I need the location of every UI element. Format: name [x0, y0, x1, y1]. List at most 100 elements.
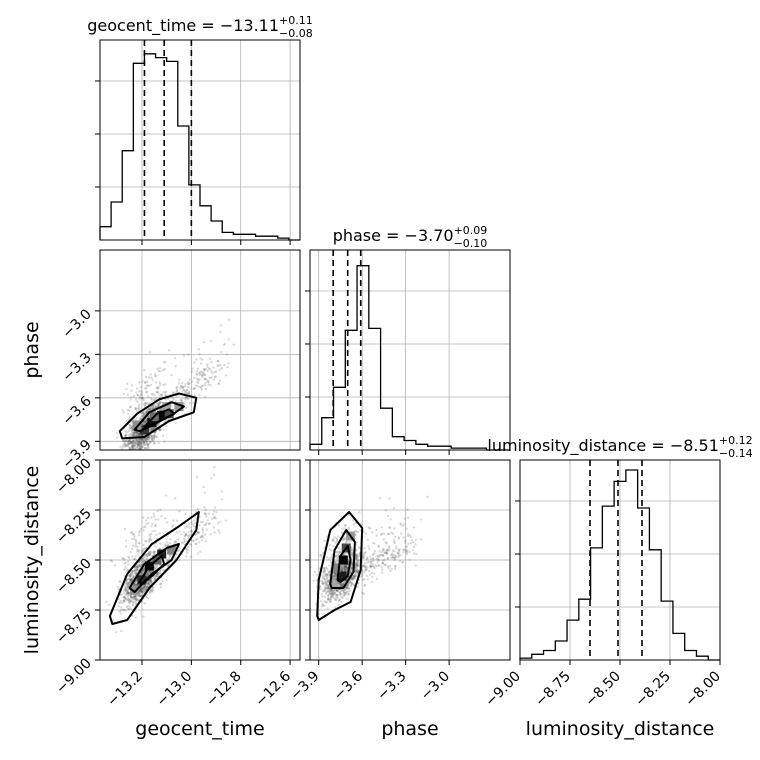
sample-point [356, 570, 359, 573]
sample-point [137, 594, 140, 597]
sample-point [402, 550, 405, 554]
sample-point [195, 358, 198, 361]
sample-point [133, 535, 136, 538]
sample-point [157, 403, 161, 407]
sample-point [161, 546, 165, 550]
sample-point [146, 409, 150, 413]
sample-point [323, 586, 327, 589]
sample-point [136, 409, 139, 413]
sample-point [149, 428, 153, 431]
sample-point [332, 539, 335, 543]
sample-point [134, 596, 137, 599]
sample-point [141, 438, 145, 442]
sample-point [162, 383, 165, 387]
sample-point [148, 582, 151, 585]
sample-point [320, 593, 323, 596]
sample-point [185, 533, 189, 537]
sample-point [128, 575, 131, 578]
sample-point [134, 558, 137, 561]
sample-point [116, 455, 118, 457]
density-cell [157, 549, 167, 559]
sample-point [141, 588, 144, 591]
sample-point [332, 575, 335, 578]
sample-point [145, 411, 148, 414]
sample-point [136, 564, 139, 568]
sample-point [132, 442, 135, 445]
sample-point [216, 364, 219, 367]
sample-point [219, 363, 222, 367]
sample-point [335, 589, 339, 592]
sample-point [133, 441, 137, 445]
sample-point [148, 591, 152, 595]
sample-point [344, 563, 347, 567]
sample-point [158, 428, 162, 432]
sample-point [175, 385, 179, 389]
sample-point [133, 569, 137, 573]
sample-point [126, 589, 129, 592]
sample-point [143, 413, 146, 416]
sample-point [148, 569, 151, 573]
sample-point [150, 376, 153, 380]
sample-point [130, 425, 133, 428]
sample-point [147, 395, 150, 398]
sample-point [203, 373, 206, 377]
sample-point [141, 586, 144, 589]
sample-point [326, 607, 329, 610]
sample-point [361, 568, 364, 572]
x-axis-label-phase: phase [381, 718, 438, 740]
sample-point [148, 408, 151, 411]
sample-point [366, 557, 369, 560]
sample-point [129, 442, 132, 445]
sample-point [334, 554, 337, 558]
sample-point [325, 576, 329, 579]
sample-point [197, 381, 200, 385]
sample-point [350, 584, 353, 588]
sample-point [166, 564, 169, 567]
sample-point [342, 566, 345, 570]
sample-point [188, 381, 191, 385]
sample-point [384, 552, 387, 555]
sample-point [129, 606, 132, 609]
sample-point [144, 421, 148, 424]
sample-point [352, 574, 356, 577]
sample-point [129, 405, 132, 409]
sample-point [141, 560, 144, 563]
sample-point [132, 533, 135, 537]
sample-point [137, 441, 140, 444]
sample-point [145, 440, 148, 444]
sample-point [361, 591, 364, 595]
sample-point [354, 556, 358, 560]
sample-point [145, 437, 149, 440]
sample-point [125, 452, 127, 454]
sample-point [149, 441, 152, 444]
sample-point [152, 512, 156, 515]
sample-point [326, 580, 329, 583]
sample-point [124, 582, 127, 586]
sample-point [373, 542, 376, 545]
sample-point [140, 445, 143, 448]
sample-point [140, 434, 144, 437]
sample-point [138, 593, 142, 597]
sample-point [133, 570, 137, 573]
sample-point [147, 570, 151, 573]
sample-point [130, 596, 133, 600]
sample-point [153, 515, 156, 518]
sample-point [325, 572, 329, 576]
sample-point [333, 574, 336, 577]
sample-point [397, 552, 400, 555]
sample-point [184, 534, 187, 537]
sample-point [340, 585, 344, 588]
sample-point [119, 599, 122, 603]
density-cell [162, 402, 172, 412]
sample-point [159, 428, 163, 431]
sample-point [139, 451, 141, 453]
sample-point [133, 447, 136, 450]
sample-point [144, 443, 148, 446]
sample-point [134, 431, 137, 434]
sample-point [130, 425, 133, 429]
sample-point [142, 590, 145, 593]
sample-point [155, 565, 159, 568]
sample-point [200, 384, 203, 388]
sample-point [141, 423, 144, 426]
sample-point [331, 595, 334, 599]
